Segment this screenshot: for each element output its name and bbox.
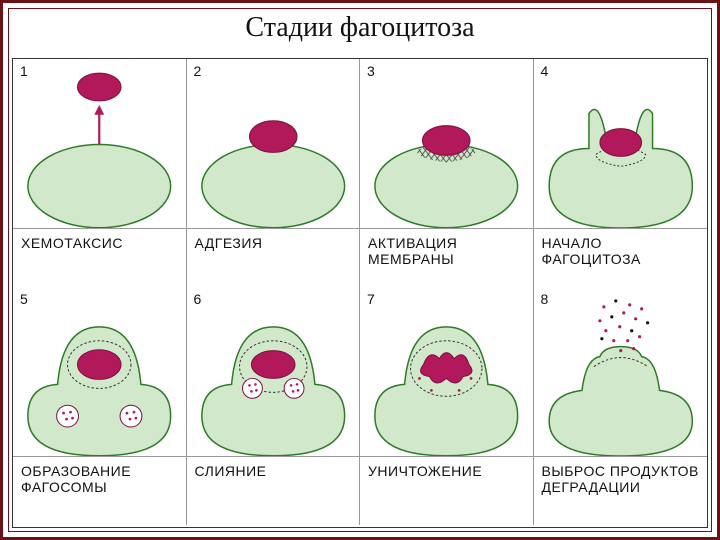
panel-label: АДГЕЗИЯ <box>187 229 361 287</box>
panel-6-svg <box>187 287 360 456</box>
panel-label: АКТИВАЦИЯ МЕМБРАНЫ <box>360 229 534 287</box>
phagocytosis-diagram: 1 2 3 4 <box>12 58 708 528</box>
panel-3: 3 <box>360 59 534 229</box>
panel-1-svg <box>13 59 186 228</box>
panel-label: УНИЧТОЖЕНИЕ <box>360 457 534 525</box>
panel-label: НАЧАЛО ФАГОЦИТОЗА <box>534 229 708 287</box>
panel-3-svg <box>360 59 533 228</box>
panel-1: 1 <box>13 59 187 229</box>
panel-label: ОБРАЗОВАНИЕ ФАГОСОМЫ <box>13 457 187 525</box>
panel-5-svg <box>13 287 186 456</box>
page-title: Стадии фагоцитоза <box>0 12 720 44</box>
panel-7-svg <box>360 287 533 456</box>
panel-8: 8 <box>534 287 708 457</box>
panel-label: ХЕМОТАКСИС <box>13 229 187 287</box>
panel-6: 6 <box>187 287 361 457</box>
panel-8-svg <box>534 287 708 456</box>
panel-label: ВЫБРОС ПРОДУКТОВ ДЕГРАДАЦИИ <box>534 457 708 525</box>
panel-2: 2 <box>187 59 361 229</box>
panel-4: 4 <box>534 59 708 229</box>
panel-7: 7 <box>360 287 534 457</box>
panel-label: СЛИЯНИЕ <box>187 457 361 525</box>
panel-5: 5 <box>13 287 187 457</box>
panel-4-svg <box>534 59 708 228</box>
panel-2-svg <box>187 59 360 228</box>
